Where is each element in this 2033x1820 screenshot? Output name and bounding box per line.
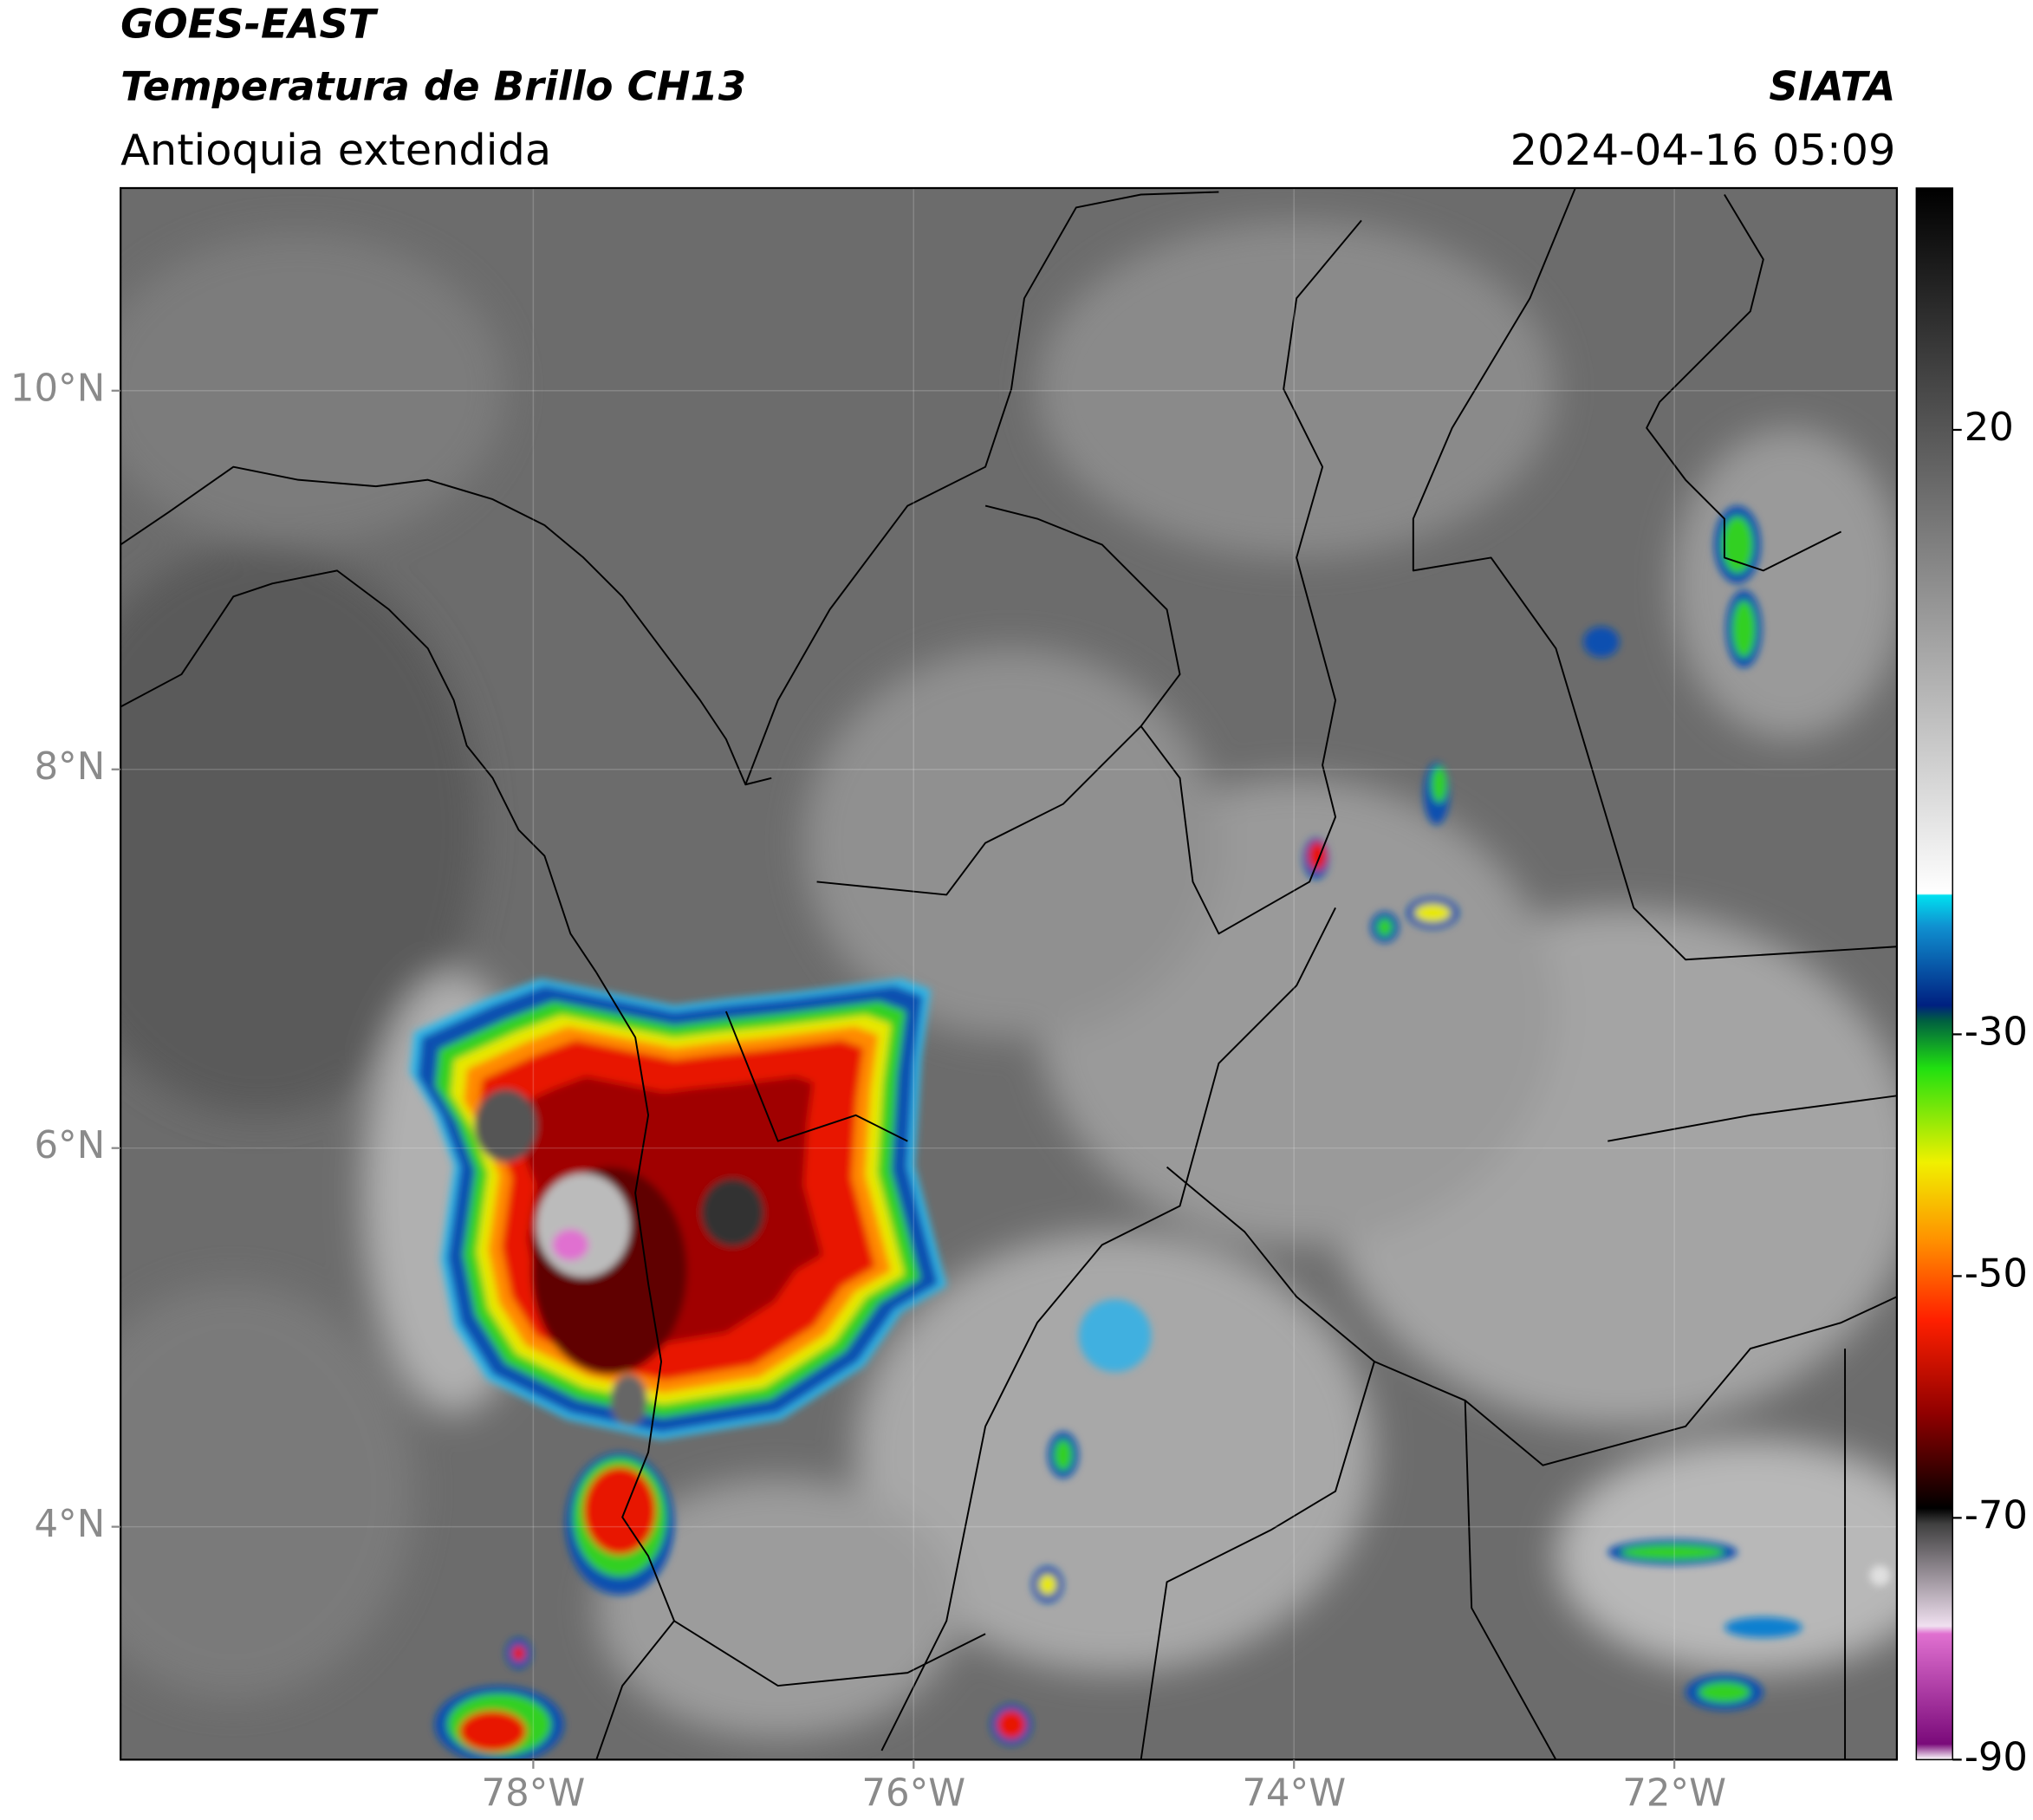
- colorbar: [1915, 187, 1953, 1761]
- x-tick-label: 74°W: [1242, 1772, 1346, 1816]
- region: Antioquia extendida: [120, 125, 551, 175]
- title: GOES-EAST: [120, 0, 379, 47]
- colorbar-tick-label: -90: [1965, 1733, 2028, 1779]
- timestamp: 2024-04-16 05:09: [1510, 125, 1896, 175]
- source: SIATA: [1769, 62, 1895, 109]
- subtitle: Temperatura de Brillo CH13: [120, 62, 746, 109]
- borders: [120, 188, 1897, 1760]
- colorbar-tick-label: -50: [1965, 1250, 2028, 1296]
- y-tick-label: 10°N: [10, 367, 105, 410]
- colorbar-tick-label: 20: [1965, 404, 2014, 450]
- colorbar-tick-label: -30: [1965, 1008, 2028, 1054]
- satellite-image: [120, 188, 1897, 1760]
- y-tick-label: 8°N: [34, 745, 105, 789]
- colorbar-tick-label: -70: [1965, 1492, 2028, 1537]
- map-frame: [120, 186, 1899, 1761]
- y-tick-label: 4°N: [34, 1503, 105, 1546]
- x-tick-label: 76°W: [861, 1772, 965, 1816]
- y-tick-label: 6°N: [34, 1124, 105, 1167]
- x-tick-label: 78°W: [481, 1772, 585, 1816]
- x-tick-label: 72°W: [1622, 1772, 1726, 1816]
- grid: [120, 188, 1897, 1760]
